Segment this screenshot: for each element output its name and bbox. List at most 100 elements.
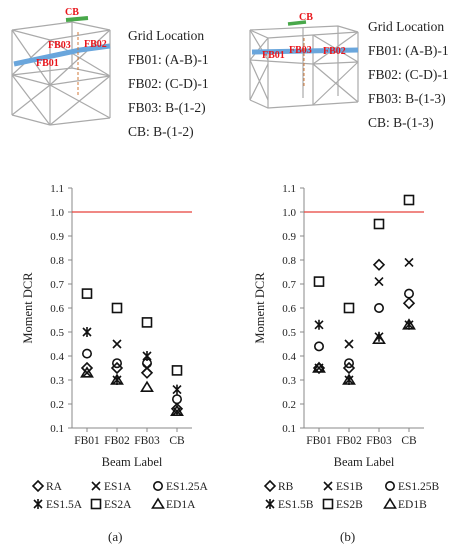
- y-tick-label: 0.2: [50, 399, 64, 411]
- data-point: [80, 366, 94, 378]
- data-point: [81, 288, 93, 299]
- data-point: [172, 384, 182, 395]
- y-tick-label: 0.6: [282, 303, 296, 315]
- data-point: [343, 302, 355, 314]
- legend-label: ES1.25A: [166, 481, 209, 493]
- data-point: [82, 348, 93, 359]
- model-label: FB03: [48, 40, 71, 51]
- y-tick-label: 0.8: [50, 255, 64, 267]
- legend-label: ES1.5A: [46, 499, 83, 511]
- legend-marker: [265, 499, 275, 509]
- grid-location-title: Grid Location: [128, 28, 205, 43]
- y-tick-label: 0.6: [50, 303, 64, 315]
- y-tick-label: 0.5: [282, 327, 296, 339]
- grid-location-b: Grid Location FB01: (A-B)-1 FB02: (C-D)-…: [368, 15, 449, 135]
- data-point: [342, 373, 356, 385]
- legend-label: ED1B: [398, 499, 427, 511]
- data-point: [404, 257, 414, 267]
- data-point: [112, 339, 122, 349]
- legend-marker: [323, 481, 333, 491]
- legend-label: ES1A: [104, 481, 132, 493]
- data-point: [403, 194, 415, 206]
- data-point: [110, 373, 124, 385]
- data-point: [374, 303, 385, 314]
- y-tick-label: 1.1: [50, 183, 64, 195]
- structural-model-a: CB FB03 FB02 FB01: [11, 7, 111, 126]
- model-label: CB: [65, 7, 79, 18]
- y-tick-label: 0.3: [282, 375, 296, 387]
- grid-location-line: FB03: B-(1-3): [368, 91, 446, 106]
- model-label: FB02: [323, 46, 346, 57]
- grid-location-line: CB: B-(1-3): [368, 115, 434, 130]
- data-point: [402, 297, 416, 310]
- legend-marker: [151, 497, 165, 509]
- x-tick-label: CB: [401, 435, 417, 447]
- data-point: [140, 366, 154, 379]
- x-axis-label: Beam Label: [334, 455, 395, 469]
- y-tick-label: 0.9: [50, 231, 64, 243]
- grid-location-line: FB01: (A-B)-1: [128, 52, 209, 67]
- moment-dcr-chart-b: 0.1 0.2 0.3 0.4 0.5 0.6 0.7 0.8 0.9 1.0 1.1 FB01 FB0…: [253, 183, 440, 511]
- data-point: [402, 318, 416, 330]
- y-tick-label: 0.7: [282, 279, 296, 291]
- grid-location-line: FB01: (A-B)-1: [368, 43, 449, 58]
- legend-marker: [31, 479, 45, 493]
- y-axis-label: Moment DCR: [21, 272, 35, 344]
- grid-location-line: FB02: (C-D)-1: [128, 76, 209, 91]
- data-point: [312, 361, 326, 375]
- data-point: [111, 302, 123, 314]
- panel-label-a: (a): [108, 529, 123, 544]
- data-point: [82, 368, 92, 378]
- legend-marker: [153, 480, 164, 491]
- x-tick-label: FB03: [366, 435, 392, 447]
- data-point: [112, 358, 123, 369]
- legend-label: ES2A: [104, 499, 132, 511]
- data-point: [142, 351, 152, 361]
- legend-marker: [322, 498, 334, 510]
- x-tick-label: FB01: [306, 435, 332, 447]
- x-tick-label: FB02: [104, 435, 130, 447]
- y-tick-label: 0.8: [282, 255, 296, 267]
- model-label: FB03: [289, 45, 312, 56]
- data-point: [140, 380, 154, 392]
- data-point: [404, 288, 415, 299]
- legend-label: ED1A: [166, 499, 196, 511]
- legend-marker: [33, 499, 43, 509]
- data-point: [312, 361, 326, 373]
- x-tick-label: FB03: [134, 435, 160, 447]
- y-tick-label: 1.0: [282, 207, 296, 219]
- legend-marker: [91, 481, 101, 491]
- y-tick-label: 0.7: [50, 279, 64, 291]
- y-tick-label: 0.9: [282, 231, 296, 243]
- legend-marker: [263, 479, 277, 493]
- model-label: FB02: [84, 39, 107, 50]
- legend-label: RB: [278, 481, 294, 493]
- data-point: [373, 218, 385, 230]
- legend-label: ES2B: [336, 499, 363, 511]
- model-label: FB01: [36, 58, 59, 69]
- x-axis-label: Beam Label: [102, 455, 163, 469]
- data-point: [372, 258, 386, 271]
- data-point: [141, 317, 153, 328]
- data-point: [374, 277, 384, 287]
- legend-label: RA: [46, 481, 63, 493]
- legend-marker: [385, 480, 396, 491]
- panel-label-b: (b): [340, 529, 356, 544]
- y-tick-label: 1.0: [50, 207, 64, 219]
- data-point: [172, 394, 183, 405]
- grid-location-line: FB03: B-(1-2): [128, 100, 206, 115]
- data-point: [82, 327, 92, 337]
- legend-marker: [90, 498, 102, 510]
- grid-location-line: CB: B-(1-2): [128, 124, 194, 139]
- x-tick-label: FB01: [74, 435, 100, 447]
- y-tick-label: 0.2: [282, 399, 296, 411]
- data-point: [344, 358, 355, 369]
- grid-location-line: FB02: (C-D)-1: [368, 67, 449, 82]
- y-tick-label: 0.4: [282, 351, 296, 363]
- model-label: FB01: [262, 50, 285, 61]
- data-point: [344, 339, 354, 349]
- moment-dcr-chart-a: 0.1 0.2 0.3 0.4 0.5 0.6 0.7 0.8 0.9 1.0 1.1 FB01 FB0…: [21, 183, 209, 511]
- data-point: [372, 332, 386, 344]
- grid-location-title: Grid Location: [368, 19, 445, 34]
- y-axis-label: Moment DCR: [253, 272, 267, 344]
